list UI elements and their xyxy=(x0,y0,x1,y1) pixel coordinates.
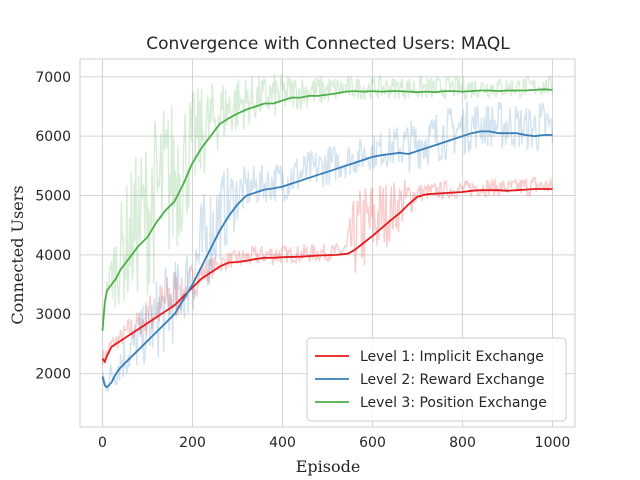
x-tick-label: 200 xyxy=(179,435,206,451)
x-axis-label: Episode xyxy=(296,457,361,476)
legend-label-1: Level 1: Implicit Exchange xyxy=(360,349,544,365)
y-axis-label: Connected Users xyxy=(8,185,27,324)
y-tick-label: 6000 xyxy=(35,129,71,145)
y-tick-label: 4000 xyxy=(35,248,71,264)
raw-trace-series-1 xyxy=(101,176,554,366)
x-tick-label: 400 xyxy=(269,435,296,451)
x-tick-label: 1000 xyxy=(535,435,571,451)
legend: Level 1: Implicit Exchange Level 2: Rewar… xyxy=(306,337,567,422)
series-line-2 xyxy=(101,130,553,389)
series-line-3 xyxy=(101,88,553,331)
legend-label-3: Level 3: Position Exchange xyxy=(360,395,547,411)
legend-label-2: Level 2: Reward Exchange xyxy=(360,372,544,388)
raw-trace-series-3 xyxy=(101,73,554,320)
y-tick-label: 2000 xyxy=(35,367,71,383)
x-tick-label: 800 xyxy=(449,435,476,451)
chart-title: Convergence with Connected Users: MAQL xyxy=(146,34,510,54)
y-tick-label: 3000 xyxy=(35,307,71,323)
plot-area: 0 200 400 600 800 1000 2000 3000 4000 5000 6000 700… xyxy=(35,58,576,451)
legend-box xyxy=(306,337,567,422)
plot-frame xyxy=(79,58,576,428)
series-line-1 xyxy=(101,188,553,364)
y-tick-label: 5000 xyxy=(35,189,71,205)
raw-trace-series-2 xyxy=(101,100,554,393)
y-tick-label: 7000 xyxy=(35,70,71,86)
x-tick-label: 600 xyxy=(359,435,386,451)
x-tick-label: 0 xyxy=(98,435,107,451)
